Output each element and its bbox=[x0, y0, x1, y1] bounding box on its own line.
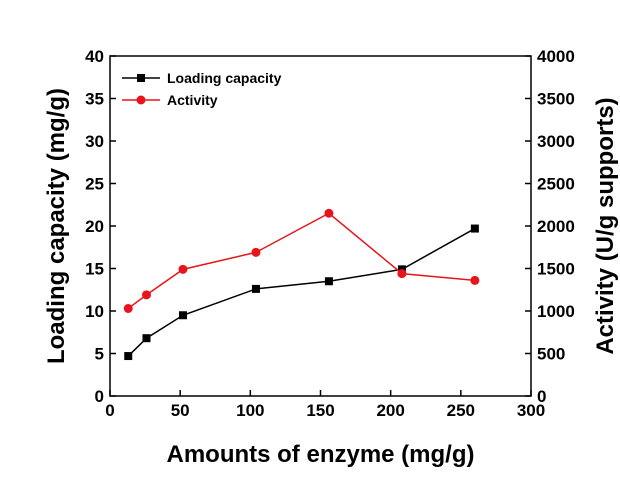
x-tick-label: 100 bbox=[236, 401, 264, 420]
y-tick-label-left: 15 bbox=[85, 260, 104, 279]
legend-label: Activity bbox=[167, 92, 218, 108]
y-tick-label-right: 1000 bbox=[537, 302, 575, 321]
x-tick-label: 250 bbox=[447, 401, 475, 420]
y-tick-label-left: 10 bbox=[85, 302, 104, 321]
data-point-marker bbox=[142, 334, 151, 343]
x-tick-label: 0 bbox=[105, 401, 114, 420]
x-tick-label: 150 bbox=[306, 401, 334, 420]
series-activity bbox=[123, 208, 480, 313]
legend-label: Loading capacity bbox=[167, 70, 282, 86]
legend-item: Activity bbox=[122, 92, 218, 108]
y-tick-label-right: 2000 bbox=[537, 217, 575, 236]
data-point-marker bbox=[397, 269, 407, 279]
x-tick-label: 50 bbox=[171, 401, 190, 420]
data-point-marker bbox=[124, 352, 133, 361]
data-point-marker bbox=[324, 208, 334, 218]
data-point-marker bbox=[141, 290, 151, 300]
series-loading-capacity bbox=[124, 224, 479, 361]
y-tick-label-left: 30 bbox=[85, 132, 104, 151]
legend-marker bbox=[136, 95, 146, 105]
series-layer bbox=[123, 208, 480, 361]
series-line bbox=[127, 212, 475, 310]
y-tick-label-right: 3000 bbox=[537, 132, 575, 151]
data-point-marker bbox=[251, 284, 260, 293]
series-line bbox=[127, 227, 476, 357]
y-tick-label-left: 0 bbox=[95, 387, 104, 406]
y-axis-title-right: Activity (U/g supports) bbox=[592, 97, 619, 354]
y-tick-label-right: 500 bbox=[537, 345, 565, 364]
data-point-marker bbox=[123, 303, 133, 313]
legend: Loading capacity Activity bbox=[122, 70, 282, 108]
legend-marker bbox=[137, 74, 145, 82]
y-tick-label-left: 35 bbox=[85, 90, 104, 109]
y-tick-label-right: 2500 bbox=[537, 175, 575, 194]
y-tick-label-right: 1500 bbox=[537, 260, 575, 279]
axes: 0 50 100 150 200 250 3000510152025303540050010… bbox=[85, 47, 575, 420]
y-tick-label-left: 25 bbox=[85, 175, 104, 194]
data-point-marker bbox=[251, 247, 261, 257]
data-point-marker bbox=[470, 275, 480, 285]
data-point-marker bbox=[324, 277, 333, 286]
y-tick-label-right: 0 bbox=[537, 387, 546, 406]
y-tick-label-right: 4000 bbox=[537, 47, 575, 66]
y-tick-label-left: 5 bbox=[95, 345, 104, 364]
x-tick-label: 300 bbox=[517, 401, 545, 420]
data-point-marker bbox=[178, 311, 187, 320]
data-point-marker bbox=[470, 224, 479, 233]
x-axis-title: Amounts of enzyme (mg/g) bbox=[166, 441, 474, 468]
y-tick-label-right: 3500 bbox=[537, 90, 575, 109]
y-axis-title-left: Loading capacity (mg/g) bbox=[43, 88, 70, 364]
data-point-marker bbox=[178, 264, 188, 274]
x-tick-label: 200 bbox=[376, 401, 404, 420]
y-tick-label-left: 20 bbox=[85, 217, 104, 236]
y-tick-label-left: 40 bbox=[85, 47, 104, 66]
legend-item: Loading capacity bbox=[122, 70, 282, 86]
